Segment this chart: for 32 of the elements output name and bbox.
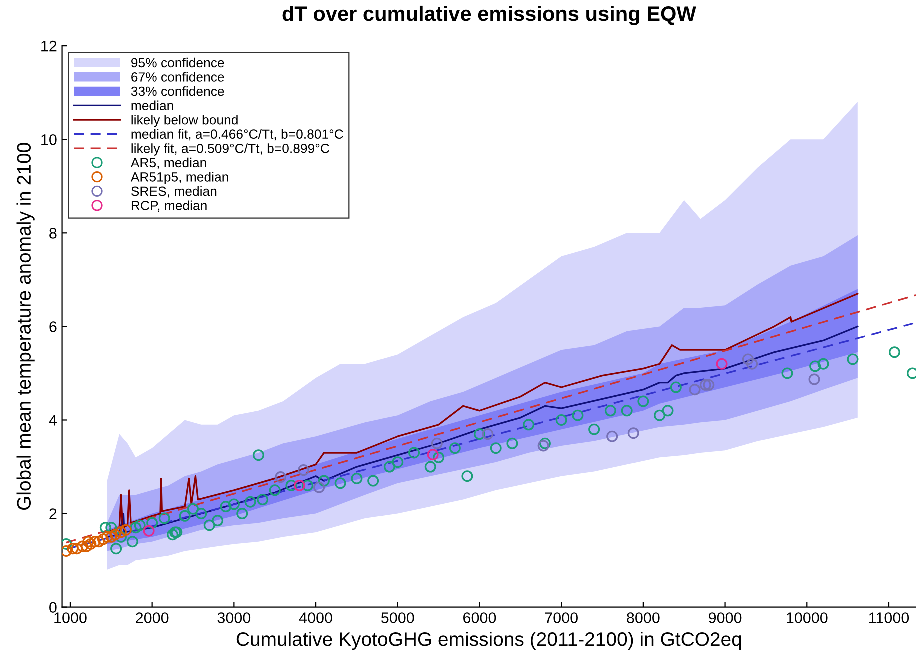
legend-label: RCP, median [132,200,207,212]
y-tick-label: 0 [50,602,57,614]
y-tick-label: 6 [50,322,57,332]
x-tick-label: 10000 [787,612,828,624]
y-tick-label: 8 [50,228,57,239]
x-tick-label: 11000 [869,612,910,624]
x-tick-label: 4000 [299,612,332,624]
y-tick-label: 2 [50,508,57,520]
x-tick-label: 5000 [382,612,414,624]
y-tick-label: 10 [42,134,57,146]
legend-label: median [132,100,174,110]
y-tick-label: 12 [42,40,57,52]
legend-label: likely below bound [132,115,238,128]
x-tick-label: 2000 [136,612,169,624]
y-axis-title: Global mean temperature anomaly in 2100 [16,143,35,510]
legend-label: 95% confidence [132,58,224,68]
legend-label: median fit, a=0.466°C/Tt, b=0.801°C [132,129,344,141]
legend-label: AR5, median [130,158,206,170]
legend-label: AR51p5, median [130,172,228,184]
x-tick-label: 8000 [627,612,660,624]
legend-label: likely fit, a=0.509°C/Tt, b=0.899°C [132,144,330,156]
x-axis-title: Cumulative KyotoGHG emissions (2011-2100) in GtCO2eq [236,632,742,650]
chart-title: dT over cumulative emissions using EQW [282,6,696,26]
legend-label: SRES, median [132,186,217,198]
x-tick-label: 3000 [218,612,251,624]
x-tick-label: 6000 [464,612,496,624]
legend-label: 33% confidence [131,86,224,96]
x-tick-label: 1000 [54,612,87,624]
x-tick-label: 7000 [545,612,578,624]
y-tick-label: 4 [49,415,57,426]
x-tick-label: 9000 [709,612,742,624]
legend-label: 67% confidence [132,72,224,82]
